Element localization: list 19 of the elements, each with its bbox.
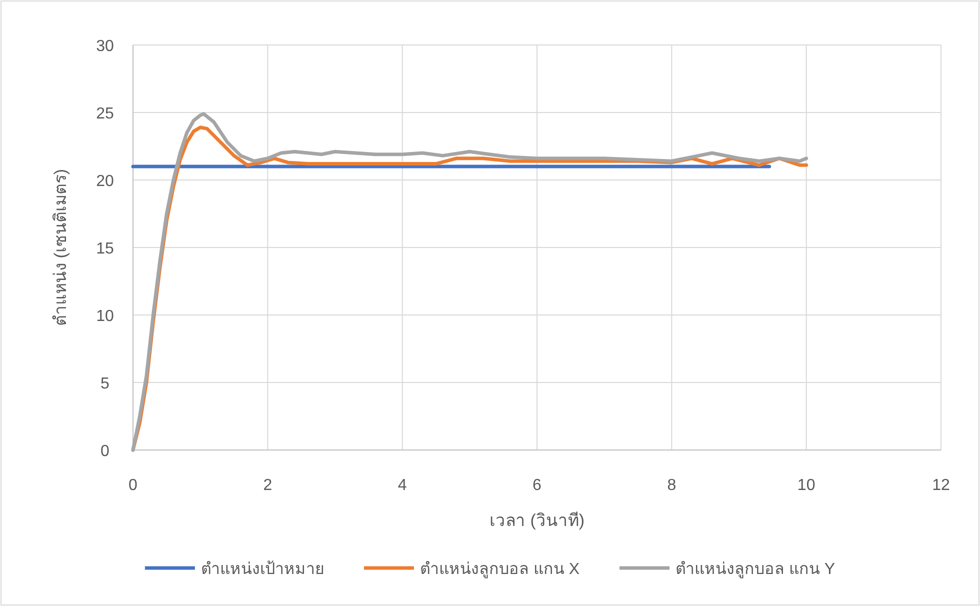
x-tick-label: 4 (398, 477, 407, 494)
y-tick-label: 0 (100, 443, 110, 460)
x-tick-label: 6 (532, 477, 542, 494)
y-tick-label: 5 (100, 376, 110, 392)
x-tick-label: 2 (263, 477, 272, 494)
y-tick-label: 20 (96, 173, 114, 190)
legend-label: ตำแหน่งเป้าหมาย (200, 560, 324, 578)
legend-label: ตำแหน่งลูกบอล แกน X (420, 561, 580, 579)
x-tick-label: 12 (932, 477, 950, 494)
y-axis-title: ตำแหน่ง (เซนติเมตร) (51, 168, 70, 326)
y-tick-label: 10 (96, 308, 114, 325)
y-tick-label: 25 (96, 106, 114, 122)
y-tick-label: 15 (96, 240, 114, 258)
y-tick-label: 30 (96, 38, 114, 55)
x-tick-label: 10 (797, 477, 816, 494)
x-tick-label: 8 (667, 477, 676, 494)
x-axis-title: เวลา (วินาที) (489, 511, 585, 530)
x-tick-label: 0 (128, 477, 138, 494)
legend-label: ตำแหน่งลูกบอล แกน Y (676, 561, 836, 579)
